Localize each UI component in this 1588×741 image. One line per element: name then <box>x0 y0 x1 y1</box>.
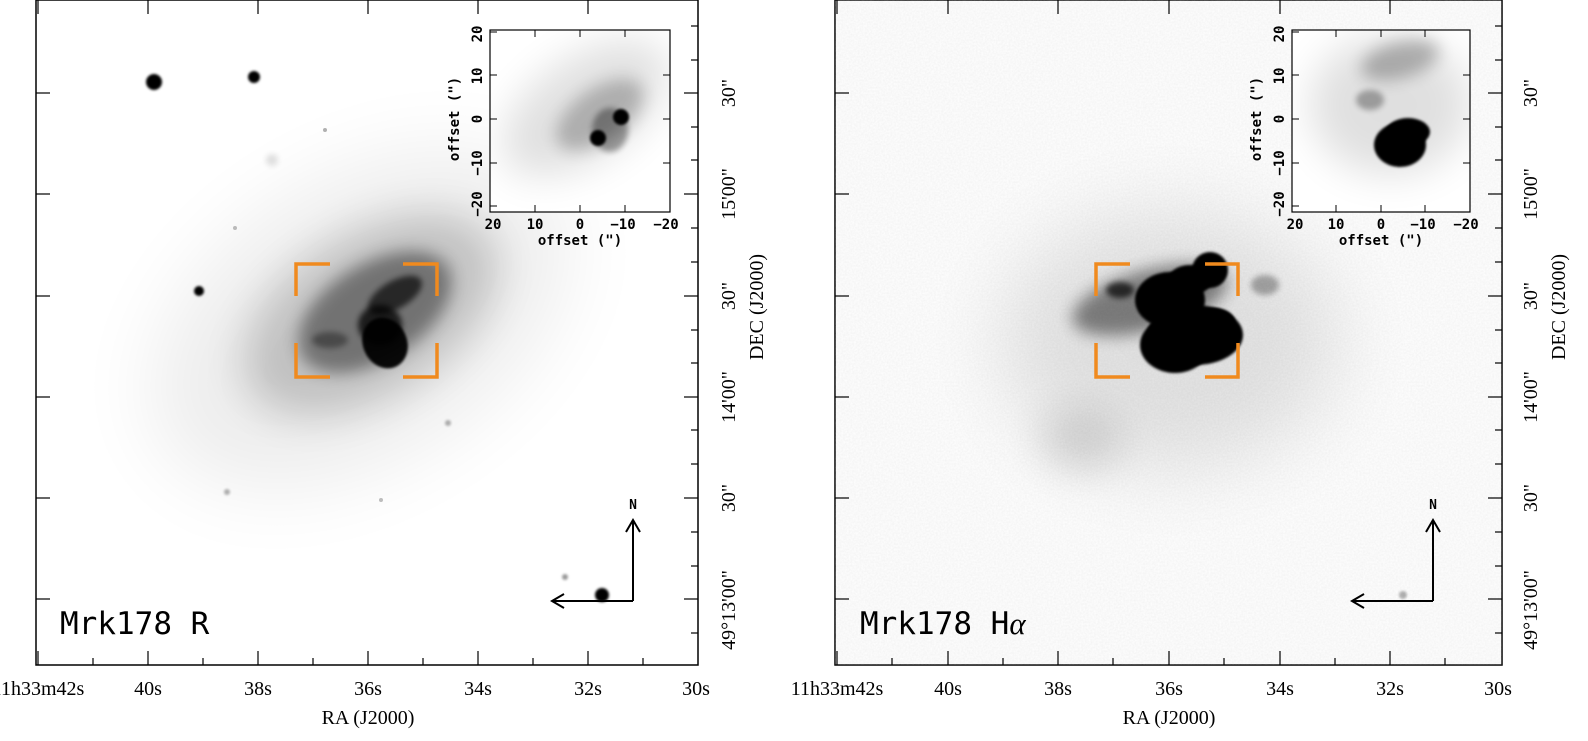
star <box>248 71 260 83</box>
region-marker <box>294 262 439 379</box>
star <box>233 226 237 230</box>
dec-tick-label: 49°13'00" <box>1520 570 1542 650</box>
inset-y-tick: −20 <box>1272 191 1288 216</box>
y-axis-title: DEC (J2000) <box>1548 254 1570 360</box>
inset-ha: 20 10 0 −10 −20 offset (") 20 10 0 −10 −… <box>1249 26 1479 249</box>
dec-tick-label: 30" <box>1520 79 1542 107</box>
ra-tick-label: 38s <box>1044 678 1072 700</box>
inset-y-label: offset (") <box>447 77 463 161</box>
ra-tick-label: 11h33m42s <box>0 678 85 700</box>
ra-tick-label: 34s <box>1266 678 1294 700</box>
star <box>146 74 162 90</box>
panel-label-main: Mrk178 H <box>860 606 1009 642</box>
inset-x-tick: 0 <box>576 217 584 233</box>
inset-x-tick: −20 <box>653 217 678 233</box>
panel-label: Mrk178 R <box>60 606 210 642</box>
inset-x-label: offset (") <box>1339 233 1423 249</box>
inset-x-tick: 10 <box>527 217 544 233</box>
inset-r: 20 10 0 −10 −20 offset (") 20 10 0 −10 −… <box>447 26 679 249</box>
inset-y-tick: 20 <box>1272 26 1288 43</box>
inset-y-label: offset (") <box>1249 77 1265 161</box>
inset-x-tick: 20 <box>1287 217 1304 233</box>
ra-tick-label: 40s <box>934 678 962 700</box>
ra-tick-label: 30s <box>682 678 710 700</box>
star <box>562 574 568 580</box>
inset-x-tick: 0 <box>1377 217 1385 233</box>
panel-ha-ticks <box>835 0 1502 665</box>
dec-tick-label: 30" <box>1520 484 1542 512</box>
dec-tick-label: 30" <box>718 282 740 310</box>
panel-r: 11h33m42s 40s 38s 36s 34s 32s 30s RA (J2… <box>0 0 768 729</box>
dec-tick-label: 15'00" <box>718 168 740 220</box>
ra-tick-label: 40s <box>134 678 162 700</box>
inset-y-tick: −20 <box>470 191 486 216</box>
ra-tick-label: 38s <box>244 678 272 700</box>
x-axis-title: RA (J2000) <box>322 707 415 729</box>
star <box>194 286 204 296</box>
panel-r-ticks <box>36 0 698 665</box>
star <box>323 128 327 132</box>
inset-y-tick: −10 <box>1272 150 1288 175</box>
inset-x-label: offset (") <box>538 233 622 249</box>
inset-x-tick: 20 <box>485 217 502 233</box>
dec-tick-labels: 30" 15'00" 30" 14'00" 30" 49°13'00" <box>1520 79 1542 650</box>
dec-tick-label: 15'00" <box>1520 168 1542 220</box>
compass <box>550 518 641 609</box>
inset-y-tick: 20 <box>470 26 486 43</box>
dec-tick-label: 14'00" <box>1520 371 1542 423</box>
panel-label: Mrk178 Hα <box>860 606 1026 642</box>
compass-north-label: N <box>1429 498 1437 513</box>
dec-tick-label: 30" <box>1520 282 1542 310</box>
star <box>379 498 383 502</box>
inset-x-tick: −10 <box>610 217 635 233</box>
x-axis-title: RA (J2000) <box>1123 707 1216 729</box>
ra-tick-label: 34s <box>464 678 492 700</box>
dec-tick-label: 49°13'00" <box>718 570 740 650</box>
star <box>595 588 609 602</box>
inset-y-tick: 0 <box>470 115 486 123</box>
region-marker <box>1094 262 1240 379</box>
panel-label-greek: α <box>1009 606 1026 641</box>
y-axis-title: DEC (J2000) <box>746 254 768 360</box>
ra-tick-label: 36s <box>354 678 382 700</box>
inset-y-tick: 0 <box>1272 115 1288 123</box>
ra-tick-labels: 11h33m42s 40s 38s 36s 34s 32s 30s <box>0 678 710 700</box>
compass <box>1350 518 1441 609</box>
dec-tick-label: 30" <box>718 79 740 107</box>
ra-tick-label: 11h33m42s <box>791 678 884 700</box>
inset-y-tick: −10 <box>470 150 486 175</box>
dec-tick-label: 14'00" <box>718 371 740 423</box>
star <box>224 489 230 495</box>
ra-tick-label: 32s <box>574 678 602 700</box>
inset-y-tick: 10 <box>1272 68 1288 85</box>
star <box>266 154 278 166</box>
inset-x-tick: −10 <box>1410 217 1435 233</box>
star <box>445 420 451 426</box>
inset-x-tick: 10 <box>1328 217 1345 233</box>
panel-ha-image <box>835 0 1502 665</box>
ra-tick-label: 32s <box>1376 678 1404 700</box>
ra-tick-label: 36s <box>1155 678 1183 700</box>
ra-tick-labels: 11h33m42s 40s 38s 36s 34s 32s 30s <box>791 678 1512 700</box>
inset-y-tick: 10 <box>470 68 486 85</box>
dec-tick-label: 30" <box>718 484 740 512</box>
dec-tick-labels: 30" 15'00" 30" 14'00" 30" 49°13'00" <box>718 79 740 650</box>
panel-ha: 11h33m42s 40s 38s 36s 34s 32s 30s RA (J2… <box>791 0 1570 729</box>
inset-x-tick: −20 <box>1453 217 1478 233</box>
ra-tick-label: 30s <box>1484 678 1512 700</box>
compass-north-label: N <box>629 498 637 513</box>
